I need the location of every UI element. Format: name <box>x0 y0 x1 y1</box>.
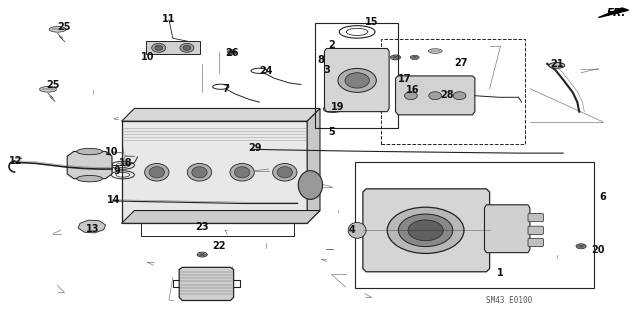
Ellipse shape <box>408 220 444 241</box>
Ellipse shape <box>155 45 163 50</box>
Ellipse shape <box>145 163 169 181</box>
Text: 10: 10 <box>140 52 154 62</box>
Polygon shape <box>122 121 307 223</box>
Text: SM43 E0100: SM43 E0100 <box>486 296 532 305</box>
Text: 19: 19 <box>331 102 345 112</box>
Ellipse shape <box>338 69 376 93</box>
Polygon shape <box>307 108 320 223</box>
Text: 20: 20 <box>591 245 605 256</box>
Polygon shape <box>179 267 234 300</box>
Text: 11: 11 <box>162 14 176 24</box>
Ellipse shape <box>348 222 366 238</box>
Text: 24: 24 <box>259 66 273 76</box>
Text: 22: 22 <box>212 241 226 251</box>
Circle shape <box>410 55 419 60</box>
Text: FR.: FR. <box>607 8 626 19</box>
Text: 5: 5 <box>328 127 335 137</box>
Circle shape <box>197 252 207 257</box>
Text: 9: 9 <box>113 166 120 176</box>
Polygon shape <box>122 108 320 121</box>
Text: 6: 6 <box>600 192 606 202</box>
Ellipse shape <box>277 167 292 178</box>
Polygon shape <box>146 41 200 54</box>
Circle shape <box>576 244 586 249</box>
Polygon shape <box>122 211 320 223</box>
Text: 14: 14 <box>107 195 121 205</box>
Text: 8: 8 <box>318 55 324 65</box>
Text: 12: 12 <box>8 156 22 166</box>
Ellipse shape <box>234 167 250 178</box>
Text: 26: 26 <box>225 48 239 58</box>
Text: 29: 29 <box>248 143 262 153</box>
Text: 25: 25 <box>57 22 71 32</box>
Ellipse shape <box>298 171 323 199</box>
Polygon shape <box>598 8 628 18</box>
FancyBboxPatch shape <box>528 238 543 247</box>
Text: 13: 13 <box>86 224 100 234</box>
Text: 25: 25 <box>46 80 60 91</box>
Ellipse shape <box>387 207 464 253</box>
Ellipse shape <box>398 214 453 247</box>
Polygon shape <box>67 152 112 179</box>
Ellipse shape <box>345 73 369 88</box>
Text: 10: 10 <box>105 147 119 158</box>
Text: 23: 23 <box>195 222 209 232</box>
Text: 3: 3 <box>323 65 330 75</box>
Ellipse shape <box>230 163 254 181</box>
Text: 18: 18 <box>118 158 132 168</box>
Ellipse shape <box>188 163 212 181</box>
Text: 4: 4 <box>349 225 355 235</box>
Polygon shape <box>324 48 389 112</box>
Ellipse shape <box>183 45 191 50</box>
Polygon shape <box>396 76 475 115</box>
Ellipse shape <box>40 86 56 92</box>
Ellipse shape <box>273 163 297 181</box>
Ellipse shape <box>548 63 564 68</box>
Circle shape <box>390 55 401 60</box>
Ellipse shape <box>49 26 66 32</box>
FancyBboxPatch shape <box>528 213 543 222</box>
Ellipse shape <box>77 175 102 182</box>
Circle shape <box>228 51 236 55</box>
Text: 28: 28 <box>440 90 454 100</box>
Text: 17: 17 <box>397 74 412 84</box>
Text: 16: 16 <box>406 85 420 95</box>
Circle shape <box>227 49 236 54</box>
Polygon shape <box>78 220 106 233</box>
Ellipse shape <box>429 92 442 100</box>
Text: 7: 7 <box>222 84 228 94</box>
Text: 15: 15 <box>364 17 378 27</box>
Text: 1: 1 <box>497 268 504 278</box>
Text: 2: 2 <box>328 40 335 50</box>
Ellipse shape <box>180 43 194 52</box>
Text: 27: 27 <box>454 58 468 68</box>
Ellipse shape <box>428 49 442 53</box>
Polygon shape <box>363 189 490 272</box>
Ellipse shape <box>152 43 166 52</box>
Text: 21: 21 <box>550 59 564 70</box>
Ellipse shape <box>149 167 164 178</box>
Polygon shape <box>484 205 530 253</box>
Ellipse shape <box>453 92 466 100</box>
Ellipse shape <box>192 167 207 178</box>
Ellipse shape <box>77 148 102 155</box>
FancyBboxPatch shape <box>528 226 543 234</box>
Ellipse shape <box>404 92 417 100</box>
